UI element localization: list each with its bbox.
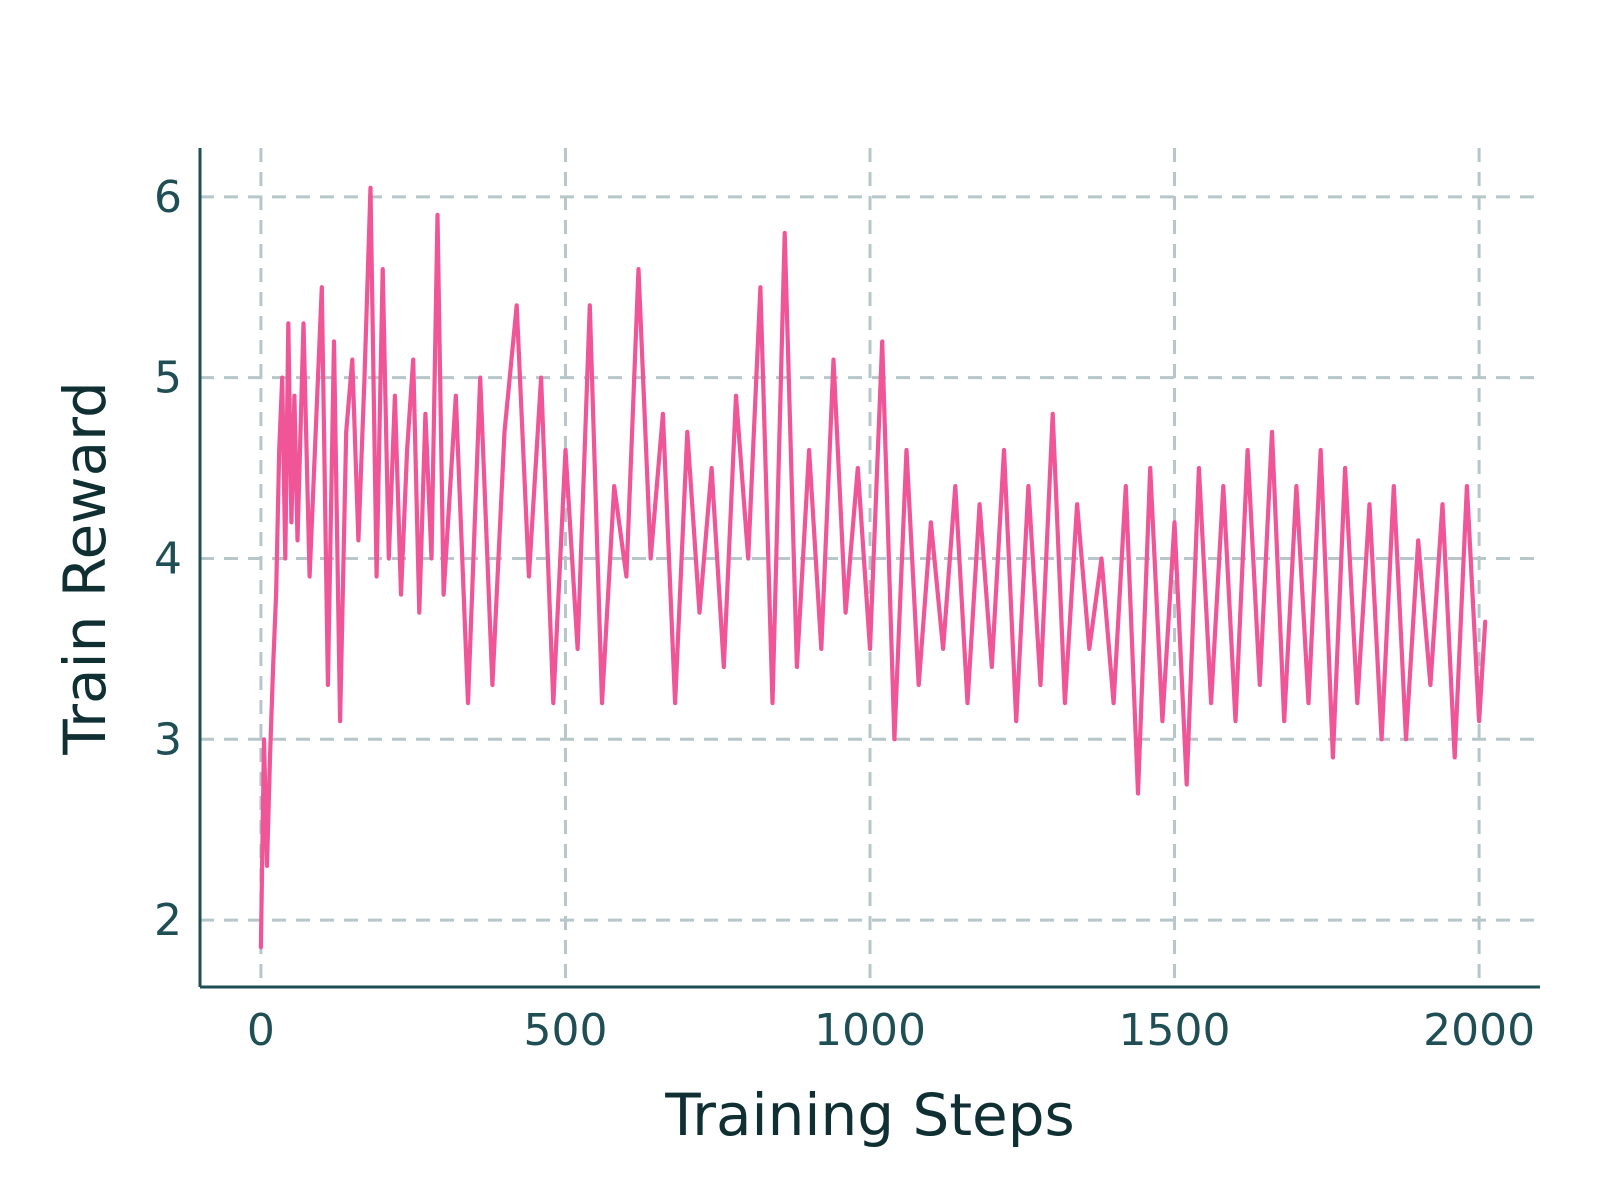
y-tick-label: 2 bbox=[154, 895, 182, 946]
x-tick-label: 0 bbox=[247, 1005, 275, 1056]
y-tick-label: 4 bbox=[154, 533, 182, 584]
x-tick-label: 1000 bbox=[814, 1005, 926, 1056]
x-axis-title: Training Steps bbox=[664, 1081, 1075, 1149]
axes bbox=[198, 148, 1540, 989]
y-tick-label: 3 bbox=[154, 714, 182, 765]
series-layer bbox=[258, 185, 1488, 950]
x-tick-label: 500 bbox=[523, 1005, 607, 1056]
x-tick-label: 1500 bbox=[1119, 1005, 1231, 1056]
train-reward-series-line bbox=[258, 185, 1488, 950]
y-tick-labels: 2 3 4 5 6 bbox=[154, 172, 182, 946]
x-tick-label: 2000 bbox=[1423, 1005, 1535, 1056]
y-axis-title: Train Reward bbox=[51, 381, 119, 756]
y-tick-label: 6 bbox=[154, 172, 182, 223]
x-tick-labels: 0 500 1000 1500 2000 bbox=[247, 1005, 1535, 1056]
y-tick-label: 5 bbox=[154, 353, 182, 404]
